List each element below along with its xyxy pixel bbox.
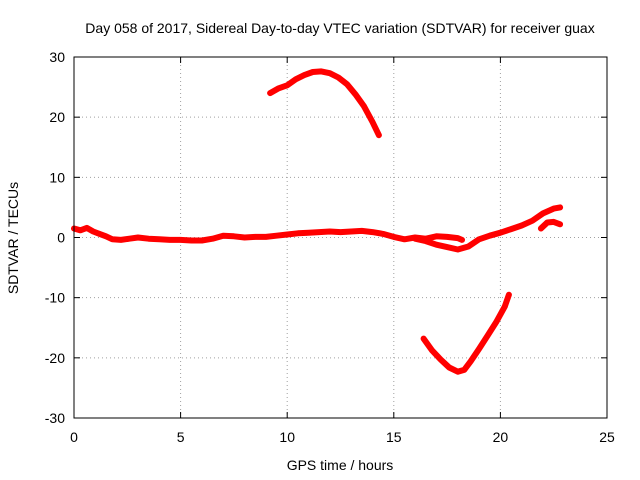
x-tick-label: 0 xyxy=(70,429,78,445)
y-tick-label: 10 xyxy=(49,169,65,185)
series-line-arc-main xyxy=(71,224,465,244)
series-line-arc-low xyxy=(420,291,512,375)
y-tick-label: 0 xyxy=(57,230,65,246)
x-tick-label: 5 xyxy=(177,429,185,445)
series-layer xyxy=(71,68,564,375)
y-tick-label: -30 xyxy=(45,410,65,426)
series-line-arc-dip xyxy=(412,204,564,253)
axis-ticks: 0 5 10 15 20 25 -30 -20 -10 0 10 20 30 xyxy=(45,49,615,445)
x-axis-label: GPS time / hours xyxy=(287,457,394,473)
x-tick-label: 10 xyxy=(279,429,295,445)
x-tick-label: 15 xyxy=(386,429,402,445)
x-tick-label: 20 xyxy=(493,429,509,445)
y-tick-label: 20 xyxy=(49,109,65,125)
chart-title: Day 058 of 2017, Sidereal Day-to-day VTE… xyxy=(85,20,594,36)
series-line-arc-high xyxy=(267,68,382,139)
y-tick-label: -10 xyxy=(45,290,65,306)
x-tick-label: 25 xyxy=(599,429,615,445)
y-axis-label: SDTVAR / TECUs xyxy=(5,182,21,294)
series-line-arc-short xyxy=(537,218,564,232)
y-tick-label: -20 xyxy=(45,350,65,366)
y-tick-label: 30 xyxy=(49,49,65,65)
